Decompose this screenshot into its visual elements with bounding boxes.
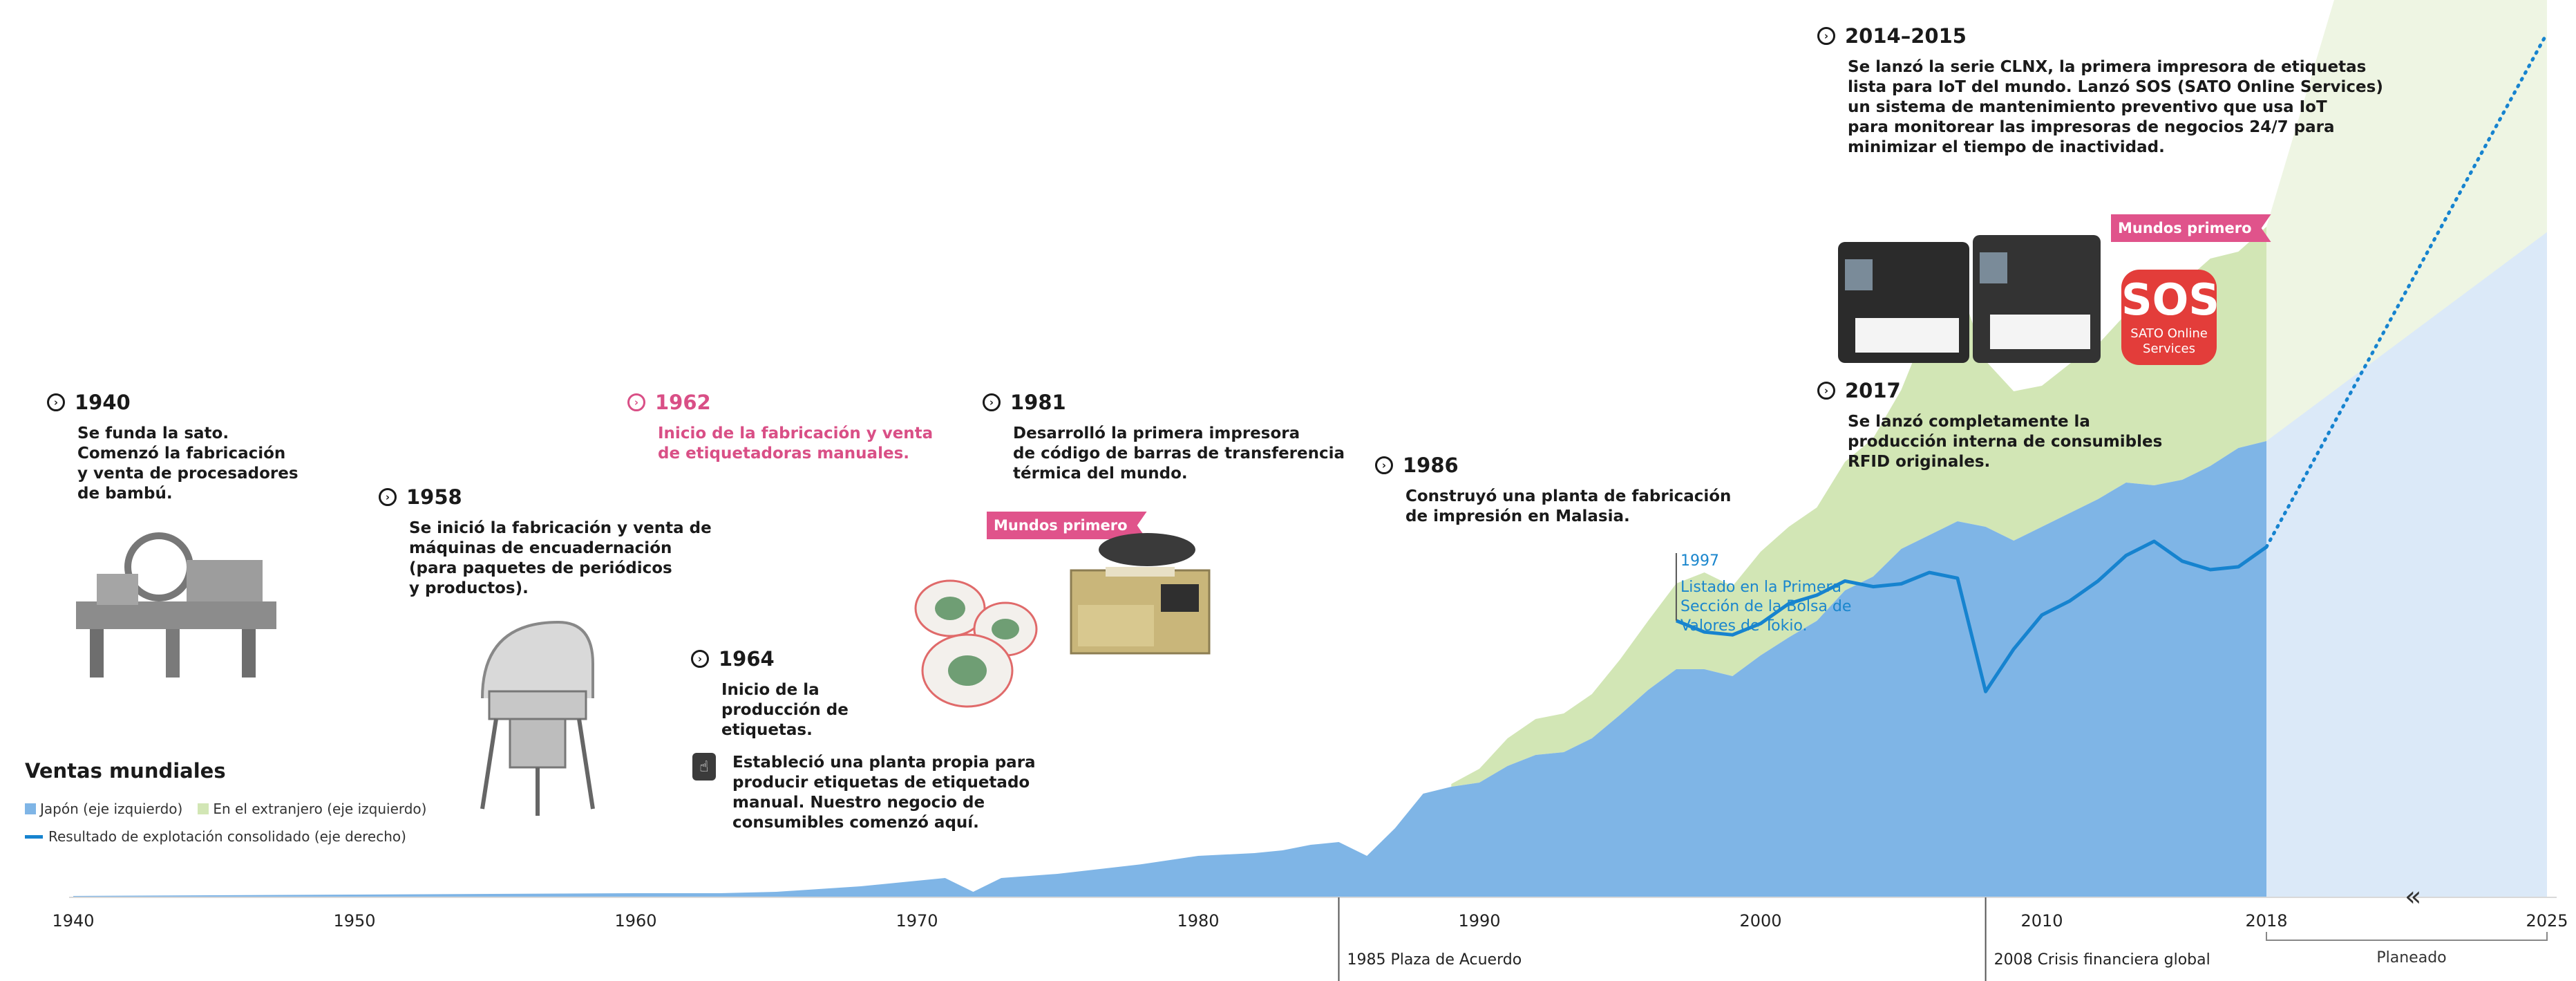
event-text: Se funda la sato. Comenzó la fabricación… bbox=[77, 424, 299, 503]
legend-label-operating: Resultado de explotación consolidado (ej… bbox=[48, 828, 406, 845]
event-year: 1958 bbox=[406, 485, 462, 509]
event-year: 2017 bbox=[1845, 379, 1901, 402]
arrow-right-icon: › bbox=[627, 393, 645, 411]
legend-row-operating: Resultado de explotación consolidado (ej… bbox=[25, 828, 426, 845]
barcode-printer-illustration bbox=[1070, 533, 1211, 655]
x-tick-label: 1970 bbox=[896, 911, 938, 931]
forecast-japan-area bbox=[2266, 232, 2547, 898]
x-tick-label: 1950 bbox=[333, 911, 375, 931]
legend-label-japan: Japón (eje izquierdo) bbox=[40, 801, 183, 817]
forecast-label: Planeado bbox=[2376, 949, 2446, 966]
event-text: Se inició la fabricación y venta de máqu… bbox=[409, 519, 712, 597]
event-text: Se lanzó completamente la producción int… bbox=[1848, 413, 2163, 471]
note-1964: ☝ Estableció una planta propia para prod… bbox=[692, 753, 1036, 833]
x-tick-label: 1990 bbox=[1458, 911, 1500, 931]
world-first-ribbon: Mundos primero bbox=[2111, 214, 2271, 242]
event-text: Se lanzó la serie CLNX, la primera impre… bbox=[1848, 58, 2383, 156]
event-year: 1981 bbox=[1010, 391, 1066, 414]
arrow-right-icon: › bbox=[47, 393, 65, 411]
arrow-right-icon: › bbox=[691, 650, 709, 668]
overseas-sales-area bbox=[1451, 227, 2266, 787]
annotation-label: 2008 Crisis financiera global bbox=[1994, 951, 2210, 969]
event-1962: › 1962 Inicio de la fabricación y venta d… bbox=[627, 391, 933, 464]
legend-label-overseas: En el extranjero (eje izquierdo) bbox=[213, 801, 427, 817]
binding-machine-illustration bbox=[480, 620, 595, 816]
chart-legend: Ventas mundiales Japón (eje izquierdo) E… bbox=[25, 759, 426, 856]
legend-swatch-overseas bbox=[198, 803, 209, 814]
annotation-1997-year: 1997 bbox=[1680, 552, 1719, 570]
note-1964-text: Estableció una planta propia para produc… bbox=[732, 754, 1036, 832]
sos-logo-title: SOS bbox=[2121, 274, 2220, 325]
forecast-bracket bbox=[2266, 932, 2548, 941]
world-first-ribbon: Mundos primero bbox=[987, 512, 1147, 539]
x-tick-label: 1960 bbox=[614, 911, 656, 931]
arrow-right-icon: › bbox=[1817, 382, 1835, 400]
event-text: Inicio de la producción de etiquetas. bbox=[721, 681, 849, 739]
event-year: 1962 bbox=[655, 391, 711, 414]
event-year: 2014–2015 bbox=[1845, 24, 1967, 48]
x-tick-label: 2000 bbox=[1739, 911, 1781, 931]
event-text: Construyó una planta de fabricación de i… bbox=[1405, 487, 1732, 525]
label-rolls-illustration bbox=[914, 579, 1038, 708]
annotation-1997-text: Listado en la Primera Sección de la Bols… bbox=[1680, 579, 1852, 635]
sos-logo: SOS SATO Online Services bbox=[2121, 270, 2220, 365]
event-1958: › 1958 Se inició la fabricación y venta d… bbox=[379, 485, 712, 599]
clnx-printers-illustration bbox=[1838, 235, 2101, 363]
event-1986: › 1986 Construyó una planta de fabricació… bbox=[1375, 454, 1731, 527]
event-1940: › 1940 Se funda la sato. Comenzó la fabri… bbox=[47, 391, 299, 504]
event-year: 1964 bbox=[719, 647, 775, 671]
event-1981: › 1981 Desarrolló la primera impresora de… bbox=[983, 391, 1345, 484]
x-tick-label: 2010 bbox=[2020, 911, 2063, 931]
legend-title: Ventas mundiales bbox=[25, 759, 226, 783]
x-tick-label: 2025 bbox=[2526, 911, 2568, 931]
arrow-right-icon: › bbox=[983, 393, 1001, 411]
event-text: Desarrolló la primera impresora de códig… bbox=[1013, 424, 1345, 483]
arrow-right-icon: › bbox=[1375, 456, 1393, 474]
annotation-label: 1985 Plaza de Acuerdo bbox=[1347, 951, 1522, 969]
sos-logo-line2: Services bbox=[2143, 342, 2195, 356]
arrow-right-icon: › bbox=[1817, 27, 1835, 45]
legend-row-sales: Japón (eje izquierdo) En el extranjero (… bbox=[25, 801, 426, 817]
legend-swatch-operating bbox=[25, 834, 43, 839]
event-2014-2015: › 2014–2015 Se lanzó la serie CLNX, la pr… bbox=[1817, 24, 2383, 158]
operating-forecast-line bbox=[2264, 31, 2549, 549]
japan-sales-area bbox=[73, 441, 2266, 897]
event-1964: › 1964 Inicio de la producción de etiquet… bbox=[691, 647, 849, 740]
event-text: Inicio de la fabricación y venta de etiq… bbox=[658, 424, 934, 463]
x-tick-label: 2018 bbox=[2245, 911, 2287, 931]
event-year: 1940 bbox=[75, 391, 131, 414]
legend-swatch-japan bbox=[25, 803, 36, 814]
x-tick-label: 1980 bbox=[1177, 911, 1219, 931]
hand-pointer-icon: ☝ bbox=[692, 753, 716, 781]
annotation-1997: 1997 Listado en la Primera Sección de la… bbox=[1680, 552, 1853, 636]
arrow-right-icon: › bbox=[379, 488, 397, 506]
event-2017: › 2017 Se lanzó completamente la producci… bbox=[1817, 379, 2162, 472]
bamboo-machine-illustration bbox=[76, 532, 276, 678]
x-tick-label: 1940 bbox=[52, 911, 94, 931]
operating-result-line bbox=[1675, 539, 2268, 693]
sos-logo-line1: SATO Online bbox=[2130, 326, 2208, 341]
axis-break-marker: « bbox=[2405, 881, 2421, 913]
event-year: 1986 bbox=[1403, 454, 1459, 477]
